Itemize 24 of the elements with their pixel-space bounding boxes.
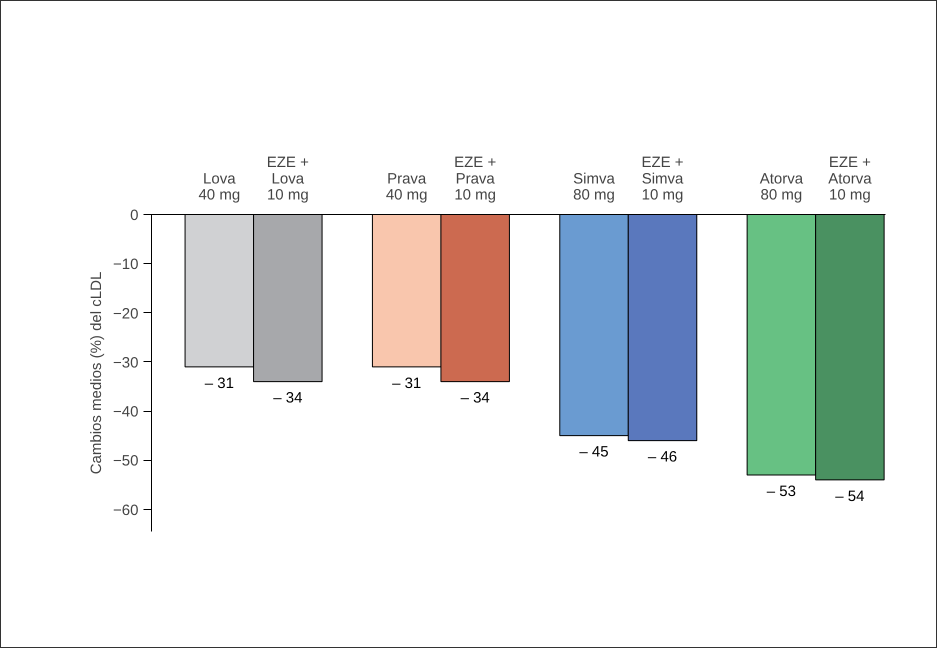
data-label: – 34	[460, 390, 490, 407]
y-tick-label: −50	[113, 452, 139, 470]
x-tick-label: EZE + Simva 10 mg	[641, 154, 684, 204]
x-tick-label: Atorva 80 mg	[760, 170, 804, 204]
x-tick-label: Lova 40 mg	[198, 170, 240, 204]
data-label: – 34	[273, 390, 302, 407]
data-label: – 53	[766, 482, 796, 500]
data-label: – 31	[204, 374, 234, 392]
data-label: – 46	[648, 448, 678, 466]
y-tick-label: −60	[113, 502, 139, 519]
data-label: – 54	[835, 488, 864, 505]
y-tick-label: −10	[113, 256, 139, 274]
y-axis-title: Cambios medios (%) del cLDL	[88, 272, 106, 474]
x-tick-label: Simva 80 mg	[573, 170, 616, 204]
data-label: – 45	[579, 444, 609, 461]
y-tick-label: −40	[113, 404, 139, 421]
data-label: – 31	[392, 374, 422, 392]
y-tick-label: −20	[113, 305, 139, 322]
y-tick-label: −30	[113, 354, 139, 372]
x-tick-label: EZE + Prava 10 mg	[454, 154, 496, 204]
y-tick-label: 0	[130, 207, 138, 224]
x-tick-label: EZE + Lova 10 mg	[266, 154, 310, 204]
x-tick-label: EZE + Atorva 10 mg	[828, 154, 872, 204]
x-tick-label: Prava 40 mg	[386, 170, 428, 204]
